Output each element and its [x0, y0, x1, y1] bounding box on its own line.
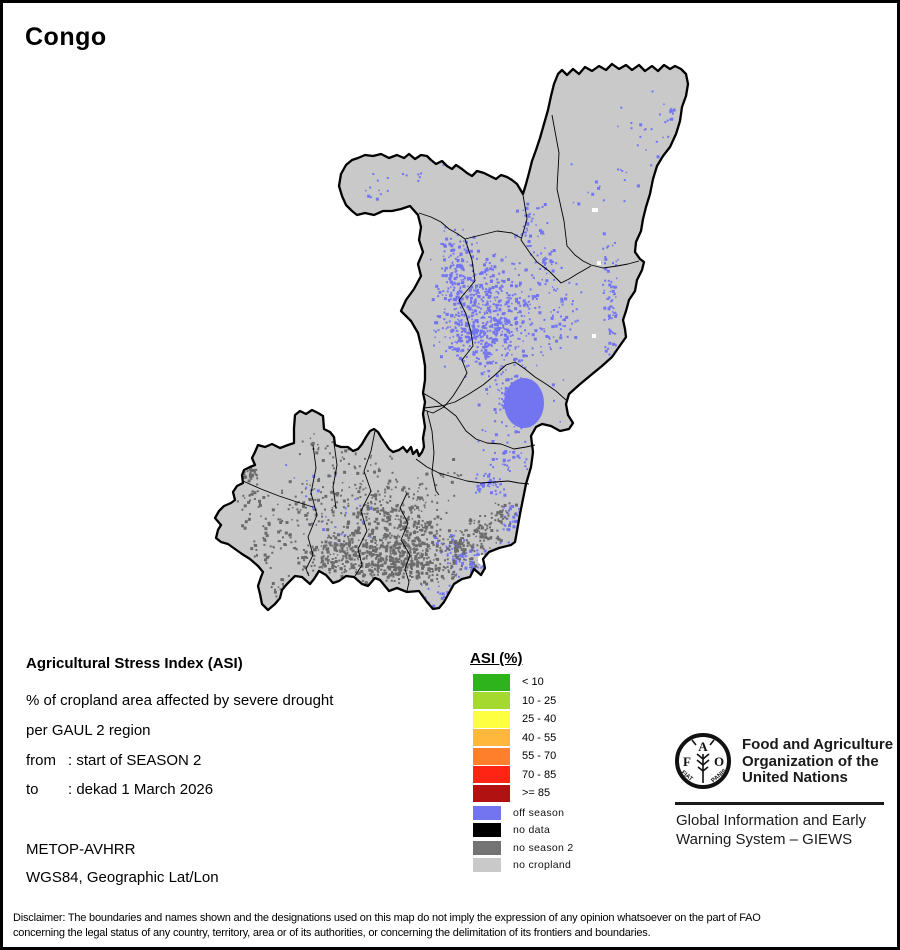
svg-text:O: O [714, 754, 724, 769]
country-outline [213, 62, 690, 612]
legend-label: 40 - 55 [522, 731, 557, 744]
legend-label: no cropland [513, 859, 572, 872]
asi-legend-classes: < 10 10 - 25 25 - 40 40 - 55 55 - 70 70 - 85 >… [473, 673, 556, 803]
admin-boundary [305, 444, 318, 577]
to-value: : dekad 1 March 2026 [68, 781, 214, 798]
legend-swatch [473, 673, 510, 691]
congo-map-svg [213, 62, 690, 612]
admin-boundary [464, 230, 522, 240]
from-value: : start of SEASON 2 [68, 752, 202, 769]
legend-swatch [473, 747, 510, 765]
sensor-label: METOP-AVHRR [26, 841, 136, 858]
legend-label: no data [513, 824, 551, 837]
legend-row: 40 - 55 [473, 729, 556, 748]
admin-boundary [399, 492, 411, 592]
legend-label: 10 - 25 [522, 694, 557, 707]
admin-boundary [423, 361, 567, 409]
legend-row: 10 - 25 [473, 692, 556, 711]
legend-swatch [473, 729, 510, 747]
admin-boundary [415, 458, 530, 485]
no-data-gap [592, 208, 598, 212]
giews-name: Global Information and Early Warning Sys… [676, 812, 867, 848]
page-title: Congo [25, 23, 107, 51]
asi-heading: Agricultural Stress Index (ASI) [26, 655, 243, 672]
no-data-gap [597, 261, 601, 265]
fao-logo: A F O FIAT PANIS [675, 733, 731, 789]
admin-boundary [242, 480, 314, 508]
legend-row: off season [473, 804, 574, 822]
legend-row: no data [473, 822, 574, 840]
period-from: from : start of SEASON 2 [26, 752, 201, 769]
legend-row: 55 - 70 [473, 747, 556, 766]
period-to: to : dekad 1 March 2026 [26, 781, 213, 798]
legend-label: >= 85 [522, 787, 551, 800]
admin-boundary [520, 194, 592, 284]
legend-row: no season 2 [473, 839, 574, 857]
legend-label: 70 - 85 [522, 768, 557, 781]
off-season-patch [504, 378, 544, 428]
legend-row: 25 - 40 [473, 710, 556, 729]
country-fill [215, 64, 688, 610]
legend-label: 55 - 70 [522, 750, 557, 763]
legend-swatch [473, 805, 501, 820]
no-data-gap [592, 334, 596, 338]
legend-swatch [473, 858, 501, 873]
admin-boundary [418, 212, 466, 240]
from-label: from [26, 752, 56, 769]
legend-label: < 10 [522, 676, 544, 689]
legend-label: off season [513, 806, 565, 819]
legend-row: >= 85 [473, 784, 556, 803]
speckle-layer [236, 90, 686, 608]
admin-boundary [426, 410, 440, 496]
legend-swatch [473, 692, 510, 710]
asi-subtitle-1: % of cropland area affected by severe dr… [26, 692, 334, 709]
legend-row: no cropland [473, 857, 574, 875]
legend-title: ASI (%) [470, 650, 523, 667]
asi-legend-extra: off season no data no season 2 no cropland [473, 804, 574, 874]
fao-org-name: Food and Agriculture Organization of the… [742, 736, 894, 786]
legend-label: 25 - 40 [522, 713, 557, 726]
legend-row: 70 - 85 [473, 766, 556, 785]
legend-row: < 10 [473, 673, 556, 692]
asi-subtitle-2: per GAUL 2 region [26, 722, 151, 739]
fao-divider [675, 802, 884, 805]
disclaimer-text: Disclaimer: The boundaries and names sho… [13, 912, 761, 939]
to-label: to [26, 781, 39, 798]
legend-label: no season 2 [513, 841, 574, 854]
svg-text:F: F [683, 754, 691, 769]
admin-boundary [551, 114, 592, 266]
svg-text:A: A [698, 739, 708, 754]
legend-swatch [473, 823, 501, 838]
projection-label: WGS84, Geographic Lat/Lon [26, 869, 219, 886]
admin-boundary [422, 392, 536, 450]
legend-swatch [473, 710, 510, 728]
admin-boundary [354, 430, 376, 577]
legend-swatch [473, 840, 501, 855]
legend-swatch [473, 784, 510, 802]
admin-boundary [590, 260, 640, 269]
wheat-ear-icon [691, 739, 715, 783]
admin-boundary [332, 442, 338, 509]
legend-swatch [473, 766, 510, 784]
